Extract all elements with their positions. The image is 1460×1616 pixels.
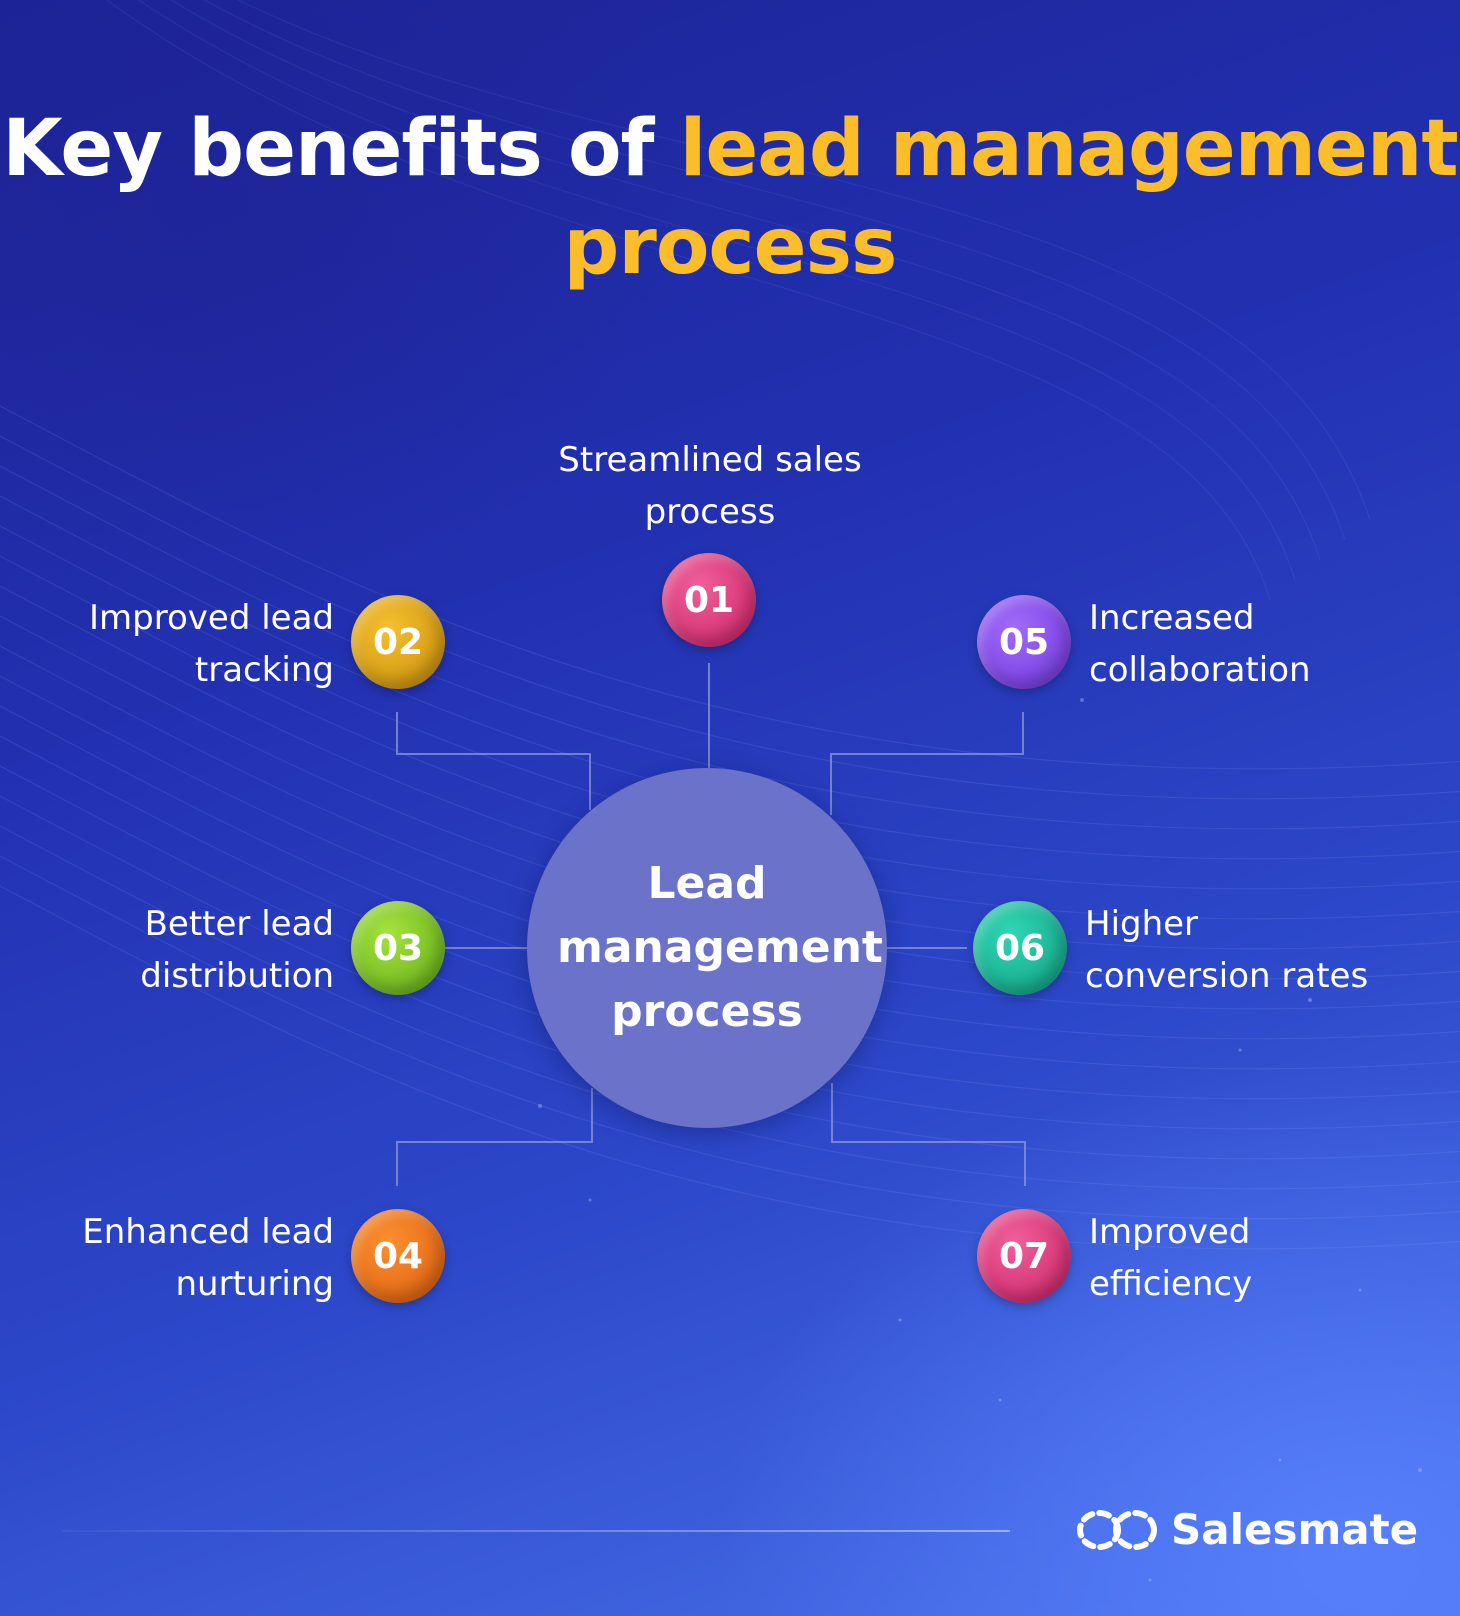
connector-02 [396, 712, 591, 810]
benefit-label-01-line-2: process [644, 492, 776, 532]
title-highlight: lead management [679, 104, 1459, 194]
benefit-label-06-line-2: conversion rates [1085, 956, 1369, 996]
brand-logo: Salesmate [1075, 1504, 1418, 1556]
benefit-label-04: Enhanced lead nurturing [40, 1206, 334, 1310]
page-title: Key benefits of lead management process [0, 100, 1460, 296]
benefit-label-07-line-2: efficiency [1089, 1264, 1253, 1304]
badge-05: 05 [977, 595, 1071, 689]
benefit-label-04-line-1: Enhanced lead [82, 1212, 334, 1252]
badge-02: 02 [351, 595, 445, 689]
title-text: Key benefits of [2, 104, 680, 194]
benefit-label-01-line-1: Streamlined sales [558, 440, 862, 480]
footer-divider [62, 1530, 1010, 1532]
badge-01: 01 [662, 553, 756, 647]
hub-label: Lead management process [557, 852, 883, 1044]
badge-04: 04 [351, 1209, 445, 1303]
hub-label-line-1: Lead [647, 858, 767, 909]
hub-label-line-2: management [557, 922, 883, 973]
benefit-label-06-line-1: Higher [1085, 904, 1199, 944]
benefit-label-05-line-2: collaboration [1089, 650, 1311, 690]
badge-03: 03 [351, 901, 445, 995]
benefit-label-03-line-2: distribution [140, 956, 334, 996]
title-line-2: process [563, 202, 898, 292]
brand-name: Salesmate [1171, 1505, 1419, 1554]
connector-05 [830, 712, 1024, 815]
title-line-1: Key benefits of lead management [0, 100, 1460, 198]
benefit-label-07-line-1: Improved [1089, 1212, 1251, 1252]
benefit-label-02-line-2: tracking [194, 650, 334, 690]
benefit-label-02-line-1: Improved lead [89, 598, 334, 638]
badge-06: 06 [973, 901, 1067, 995]
hub-label-line-3: process [611, 986, 803, 1037]
benefit-label-03: Better lead distribution [40, 898, 334, 1002]
badge-07: 07 [977, 1209, 1071, 1303]
benefit-label-07: Improved efficiency [1089, 1206, 1429, 1310]
connector-07 [831, 1083, 1026, 1186]
salesmate-logo-icon [1077, 1510, 1157, 1550]
connector-04 [396, 1088, 593, 1186]
benefit-label-01: Streamlined sales process [520, 434, 900, 538]
benefit-label-03-line-1: Better lead [144, 904, 334, 944]
central-hub-circle: Lead management process [527, 768, 887, 1128]
benefit-label-06: Higher conversion rates [1085, 898, 1445, 1002]
benefit-label-04-line-2: nurturing [175, 1264, 334, 1304]
benefit-label-05: Increased collaboration [1089, 592, 1429, 696]
benefit-label-05-line-1: Increased [1089, 598, 1255, 638]
benefit-label-02: Improved lead tracking [40, 592, 334, 696]
